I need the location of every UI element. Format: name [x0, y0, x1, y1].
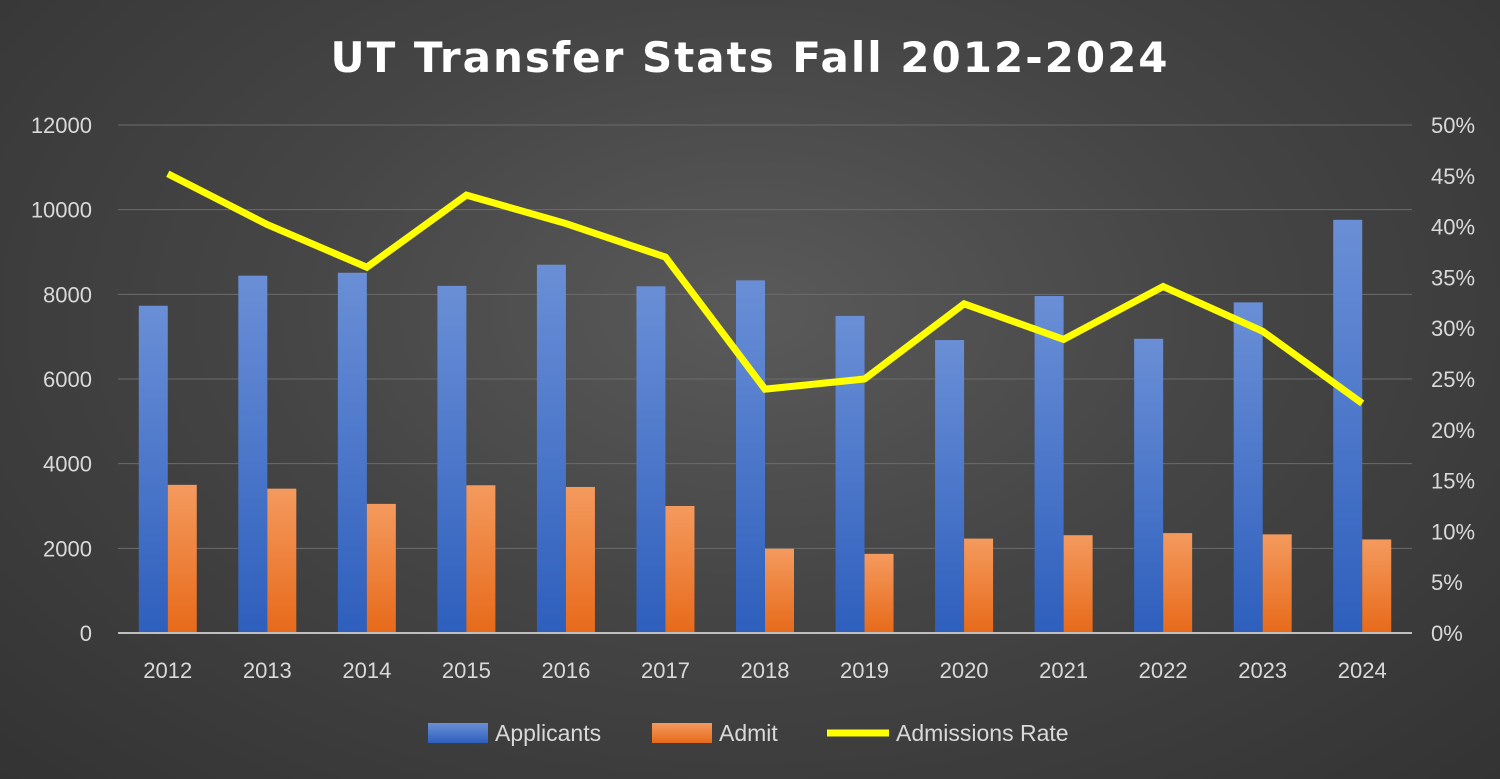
x-axis-tick-label: 2020 [940, 658, 989, 683]
right-axis-tick-label: 35% [1431, 265, 1475, 290]
x-axis-tick-label: 2022 [1139, 658, 1188, 683]
rate-line [166, 170, 1365, 407]
bar-admit [964, 538, 994, 633]
bar-applicants [238, 275, 268, 633]
bar-applicants [935, 340, 965, 633]
right-axis-tick-label: 25% [1431, 367, 1475, 392]
right-axis-tick-label: 50% [1431, 113, 1475, 138]
right-axis-tick-label: 40% [1431, 215, 1475, 240]
bar-admit [765, 548, 794, 633]
left-axis-tick-label: 8000 [43, 282, 92, 307]
x-axis-tick-label: 2024 [1338, 658, 1387, 683]
legend: Applicants Admit Admissions Rate [428, 720, 1069, 746]
bar-admit [665, 506, 695, 633]
x-axis-tick-label: 2013 [243, 658, 292, 683]
bar-admit [864, 553, 894, 633]
x-axis-tick-label: 2014 [342, 658, 391, 683]
bar-applicants [835, 315, 865, 633]
bar-admit [1063, 535, 1093, 633]
left-axis-tick-label: 2000 [43, 536, 92, 561]
right-axis-tick-label: 5% [1431, 570, 1463, 595]
legend-swatch-applicants [428, 723, 488, 743]
bar-applicants [1233, 302, 1263, 633]
right-axis-tick-label: 45% [1431, 164, 1475, 189]
bar-admit [1262, 534, 1292, 633]
legend-label-admit: Admit [719, 720, 778, 746]
left-axis-tick-label: 6000 [43, 367, 92, 392]
left-axis-tick-label: 12000 [31, 113, 92, 138]
x-axis-tick-label: 2012 [143, 658, 192, 683]
bar-admit [565, 486, 595, 633]
x-axis-tick-label: 2018 [741, 658, 790, 683]
bar-admit [267, 488, 297, 633]
right-axis-tick-label: 30% [1431, 316, 1475, 341]
legend-label-admissions-rate: Admissions Rate [896, 720, 1069, 746]
x-axis-tick-label: 2023 [1238, 658, 1287, 683]
bar-admit [466, 485, 496, 633]
x-axis-tick-label: 2015 [442, 658, 491, 683]
left-axis-tick-label: 4000 [43, 452, 92, 477]
right-axis-tick-label: 20% [1431, 418, 1475, 443]
bar-applicants [138, 305, 168, 633]
x-axis-tick-label: 2021 [1039, 658, 1088, 683]
bar-applicants [337, 272, 367, 633]
legend-swatch-admit [652, 723, 712, 743]
axes: 0 2000 4000 6000 8000 10000 12000 0% 5% 10% 15% 20%… [31, 113, 1475, 683]
left-axis-tick-label: 0 [80, 621, 92, 646]
x-axis-tick-label: 2017 [641, 658, 690, 683]
chart-title: UT Transfer Stats Fall 2012-2024 [330, 33, 1169, 82]
right-axis-tick-label: 15% [1431, 469, 1475, 494]
right-axis-tick-label: 0% [1431, 621, 1463, 646]
bars [138, 219, 1392, 633]
series-line-admissions-rate [166, 170, 1365, 407]
bar-applicants [1333, 219, 1363, 633]
x-axis-tick-label: 2019 [840, 658, 889, 683]
bar-admit [1163, 533, 1193, 633]
bar-applicants [636, 286, 666, 633]
bar-applicants [736, 280, 765, 633]
bar-applicants [1034, 296, 1064, 633]
right-axis-tick-label: 10% [1431, 519, 1475, 544]
bar-applicants [536, 264, 566, 633]
bar-admit [167, 484, 197, 633]
left-axis-tick-label: 10000 [31, 198, 92, 223]
legend-label-applicants: Applicants [495, 720, 601, 746]
bar-applicants [437, 285, 467, 633]
bar-applicants [1134, 338, 1164, 633]
bar-admit [366, 503, 396, 633]
bar-admit [1362, 539, 1392, 633]
x-axis-tick-label: 2016 [541, 658, 590, 683]
